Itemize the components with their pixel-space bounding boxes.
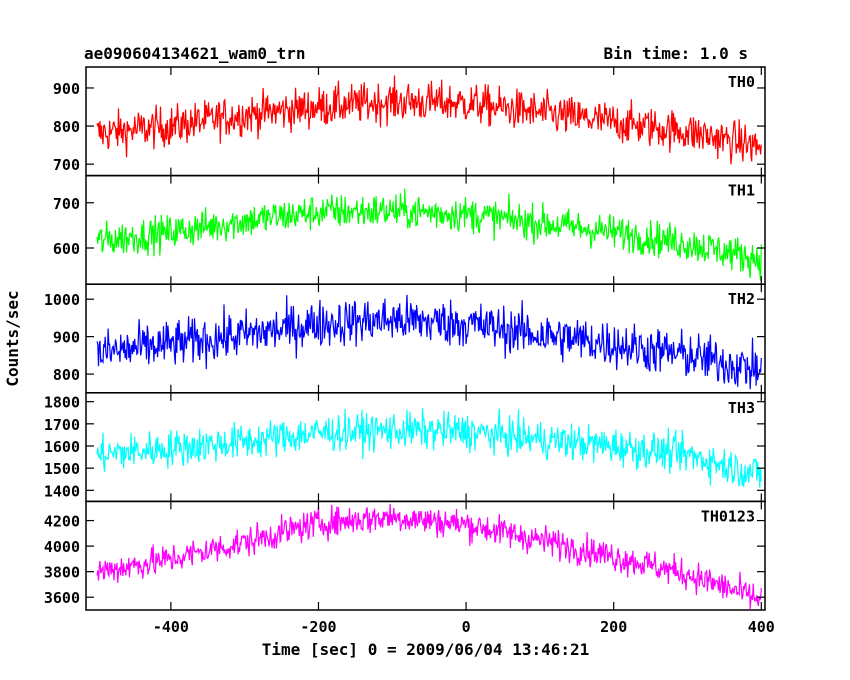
- y-tick-label: 1400: [44, 482, 80, 500]
- panel-label-th3: TH3: [728, 399, 755, 417]
- y-tick-label: 800: [53, 118, 80, 136]
- series-line-th2: [96, 294, 762, 390]
- y-tick-label: 1800: [44, 394, 80, 412]
- y-tick-label: 900: [53, 329, 80, 347]
- x-tick-label: -400: [153, 618, 189, 636]
- panel-label-th2: TH2: [728, 290, 755, 308]
- panel-label-th0123: TH0123: [701, 507, 755, 525]
- y-tick-label: 1000: [44, 291, 80, 309]
- y-tick-label: 4000: [44, 538, 80, 556]
- bin-time-label: Bin time: 1.0 s: [603, 44, 749, 63]
- y-tick-label: 800: [53, 366, 80, 384]
- panel-label-th1: TH1: [728, 182, 755, 200]
- series-line-th0123: [96, 503, 762, 610]
- y-tick-label: 1500: [44, 460, 80, 478]
- y-tick-label: 1700: [44, 416, 80, 434]
- x-tick-label: -200: [300, 618, 336, 636]
- x-tick-label: 200: [600, 618, 627, 636]
- x-axis-label: Time [sec] 0 = 2009/06/04 13:46:21: [262, 640, 590, 659]
- y-tick-label: 900: [53, 80, 80, 98]
- series-line-th0: [96, 75, 762, 165]
- series-line-th1: [96, 188, 762, 281]
- y-tick-label: 4200: [44, 513, 80, 531]
- y-tick-label: 700: [53, 195, 80, 213]
- y-tick-label: 3600: [44, 589, 80, 607]
- chart-title: ae090604134621_wam0_trn: [84, 44, 306, 63]
- panel-frame-th0123: [85, 500, 766, 611]
- x-tick-label: 400: [748, 618, 775, 636]
- y-tick-label: 700: [53, 156, 80, 174]
- y-tick-label: 3800: [44, 564, 80, 582]
- x-tick-label: 0: [462, 618, 471, 636]
- y-tick-label: 1600: [44, 438, 80, 456]
- y-axis-label: Counts/sec: [3, 290, 22, 386]
- panel-label-th0: TH0: [728, 73, 755, 91]
- y-tick-label: 600: [53, 240, 80, 258]
- series-line-th3: [96, 407, 762, 488]
